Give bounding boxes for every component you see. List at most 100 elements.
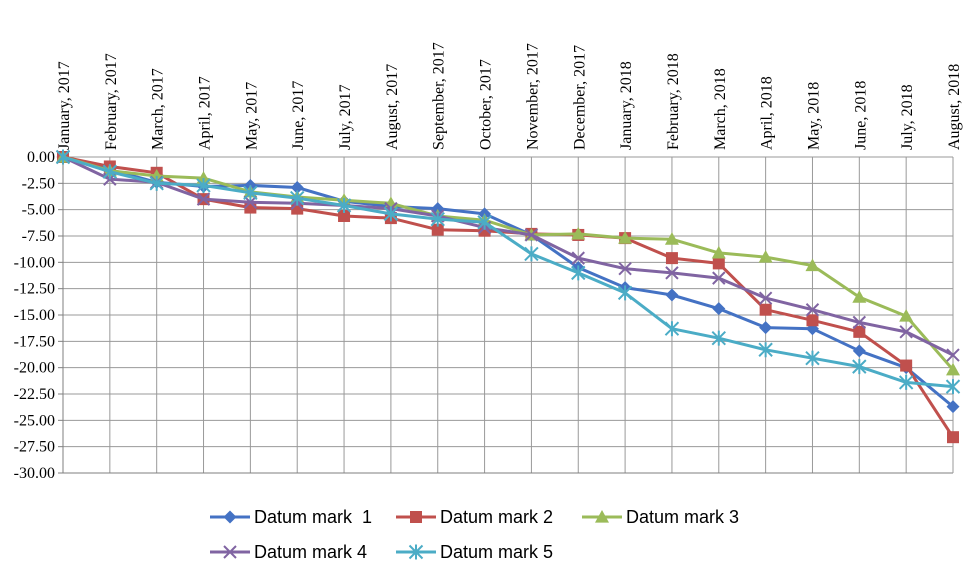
data-point xyxy=(946,400,960,414)
data-point xyxy=(243,185,258,201)
x-tick-label: June, 2018 xyxy=(852,81,869,150)
data-point xyxy=(290,190,305,206)
y-tick-label: -12.50 xyxy=(14,281,55,298)
data-point xyxy=(431,223,444,236)
data-point xyxy=(805,303,820,317)
x-tick-label: May, 2017 xyxy=(243,82,260,150)
x-tick-label: February, 2017 xyxy=(103,53,120,150)
data-point xyxy=(759,321,773,335)
legend-label: Datum mark 1 xyxy=(254,507,372,527)
data-point xyxy=(244,201,257,214)
data-point xyxy=(898,374,914,390)
legend-item: Datum mark 4 xyxy=(210,542,367,562)
series-4 xyxy=(56,150,960,362)
data-point xyxy=(55,149,71,165)
data-point xyxy=(712,271,726,285)
data-point xyxy=(338,209,351,222)
y-tick-label: -10.00 xyxy=(14,254,55,271)
data-point xyxy=(946,362,960,376)
data-point xyxy=(617,285,633,301)
data-point xyxy=(618,261,632,276)
data-point xyxy=(711,245,726,259)
legend: Datum mark 1 Datum mark 2 Datum mark 3 Datu… xyxy=(210,507,739,562)
x-tick-label: April, 2017 xyxy=(197,76,214,150)
legend-item: Datum mark 3 xyxy=(582,507,739,527)
data-point xyxy=(196,177,211,193)
data-point xyxy=(853,325,866,338)
legend-marker xyxy=(223,510,237,524)
y-tick-label: -20.00 xyxy=(14,360,55,377)
data-point xyxy=(946,348,960,362)
data-point xyxy=(336,197,352,213)
legend-label: Datum mark 3 xyxy=(626,507,739,527)
data-point xyxy=(899,309,914,322)
data-point xyxy=(383,206,399,222)
data-point xyxy=(712,302,726,316)
legend-marker xyxy=(410,511,422,523)
x-tick-labels: January, 2017 February, 2017 March, 2017 Ap… xyxy=(56,42,963,150)
data-point xyxy=(712,257,725,270)
data-point xyxy=(196,171,211,184)
data-point xyxy=(618,231,633,244)
data-point xyxy=(947,431,959,444)
x-tick-label: September, 2017 xyxy=(431,42,448,150)
legend-marker xyxy=(595,510,609,523)
data-point xyxy=(805,258,820,272)
data-point xyxy=(524,228,539,242)
x-tick-label: November, 2017 xyxy=(524,43,541,150)
legend-item: Datum mark 2 xyxy=(396,507,553,527)
y-tick-label: -7.50 xyxy=(22,228,55,245)
legend-item: Datum mark 5 xyxy=(396,542,553,562)
y-tick-label: -15.00 xyxy=(14,307,55,324)
data-point xyxy=(665,288,679,302)
x-tick-label: June, 2017 xyxy=(290,81,307,150)
series-line xyxy=(62,155,954,389)
x-tick-label: May, 2018 xyxy=(805,82,822,150)
x-tick-label: August, 2018 xyxy=(946,64,963,150)
data-point xyxy=(665,252,678,265)
x-tick-label: March, 2018 xyxy=(712,68,729,150)
legend-label: Datum mark 2 xyxy=(440,507,553,527)
data-point xyxy=(945,379,961,395)
x-tick-label: March, 2017 xyxy=(150,68,167,150)
series-line xyxy=(62,155,954,357)
series-5 xyxy=(55,149,961,395)
x-tick-label: February, 2018 xyxy=(665,53,682,150)
y-tick-label: -27.50 xyxy=(14,439,55,456)
data-point xyxy=(430,211,445,227)
data-point xyxy=(806,314,819,327)
series-line xyxy=(62,155,955,371)
y-tick-label: 0.00 xyxy=(27,149,55,166)
data-point xyxy=(477,214,492,230)
x-tick-label: August, 2017 xyxy=(384,64,401,150)
grid xyxy=(62,156,954,474)
data-point xyxy=(524,246,539,262)
y-tick-label: -22.50 xyxy=(14,386,55,403)
data-point xyxy=(196,192,211,206)
x-tick-label: October, 2017 xyxy=(478,59,495,150)
x-tick-label: January, 2017 xyxy=(56,61,73,150)
data-point xyxy=(900,359,913,372)
data-point xyxy=(852,290,867,303)
legend-label: Datum mark 5 xyxy=(440,542,553,562)
y-tick-label: -2.50 xyxy=(22,175,55,192)
legend-label: Datum mark 4 xyxy=(254,542,367,562)
data-point xyxy=(243,195,258,210)
data-point xyxy=(852,344,866,358)
y-tick-labels: 0.00 -2.50 -5.00 -7.50 -10.00 -12.50 -15.00 -17… xyxy=(14,149,55,482)
data-point xyxy=(571,251,585,265)
x-tick-label: April, 2018 xyxy=(759,76,776,150)
x-tick-label: December, 2017 xyxy=(571,45,588,150)
y-tick-label: -17.50 xyxy=(14,333,55,350)
axes xyxy=(58,156,954,474)
data-point xyxy=(758,291,773,305)
x-tick-label: July, 2017 xyxy=(337,84,354,150)
x-tick-label: January, 2018 xyxy=(618,61,635,150)
data-point xyxy=(571,265,586,281)
data-point xyxy=(899,325,913,339)
y-tick-label: -5.00 xyxy=(22,202,55,219)
legend-marker xyxy=(223,545,237,559)
data-point xyxy=(664,321,680,337)
